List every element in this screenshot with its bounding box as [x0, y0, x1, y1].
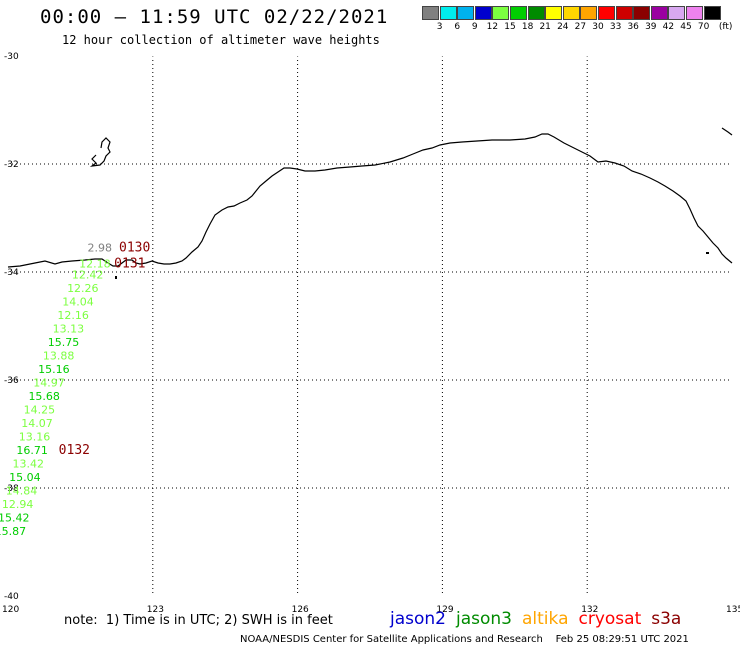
longitude-tick-label: 120	[2, 605, 19, 615]
map-subtitle: 12 hour collection of altimeter wave hei…	[62, 33, 380, 47]
satellite-label: cryosat	[578, 609, 642, 629]
wave-height-value: 14.04	[62, 295, 94, 308]
colorbar-swatch	[492, 6, 510, 20]
note-text: note: 1) Time is in UTC; 2) SWH is in fe…	[64, 613, 333, 628]
colorbar-swatch	[598, 6, 615, 20]
longitude-tick-label: 129	[436, 605, 453, 615]
colorbar-swatch	[510, 6, 527, 20]
wave-height-value: 15.87	[0, 525, 26, 538]
island-outline	[89, 137, 111, 167]
latitude-tick-label: -38	[4, 484, 19, 494]
satellite-label: jason2	[390, 609, 446, 629]
island-outline	[115, 276, 117, 279]
latitude-tick-label: -32	[4, 160, 19, 170]
colorbar-tick-label: 21	[539, 22, 551, 32]
wave-height-value: 13.88	[43, 349, 75, 362]
wave-height-value: 15.42	[0, 511, 30, 524]
colorbar-tick-label: 39	[645, 22, 657, 32]
wave-height-value: 13.42	[13, 457, 45, 470]
wave-height-value: 15.04	[9, 471, 41, 484]
colorbar-tick-label: 27	[574, 22, 587, 32]
map-frame	[7, 55, 733, 597]
island-outline	[706, 252, 709, 254]
colorbar-swatch	[545, 6, 563, 20]
satellite-legend: jason2 jason3 altika cryosat s3a	[390, 609, 691, 629]
colorbar-tick-label: 42	[662, 22, 675, 32]
coastline	[7, 127, 733, 279]
colorbar-swatch	[457, 6, 475, 20]
colorbar-tick-label: 18	[521, 22, 534, 32]
satellite-label: s3a	[651, 609, 682, 629]
colorbar-tick-label: 30	[592, 22, 604, 32]
colorbar-tick-label: 12	[486, 22, 499, 32]
map-title: 00:00 – 11:59 UTC 02/22/2021	[40, 6, 389, 28]
colorbar-tick-label: 45	[680, 22, 692, 32]
colorbar-tick-label: 36	[627, 22, 639, 32]
colorbar-tick-label: 33	[609, 22, 622, 32]
satellite-label: jason3	[456, 609, 512, 629]
colorbar-swatch	[633, 6, 651, 20]
colorbar-tick-label: 15	[504, 22, 516, 32]
wave-height-value: 14.25	[24, 403, 56, 416]
wave-height-value: 12.18	[79, 258, 111, 271]
colorbar-tick-label: 3	[436, 22, 443, 32]
observations: 2.9812.1812.4212.2614.0412.1613.1315.751…	[0, 240, 150, 538]
colorbar-tick-label: 6	[454, 22, 461, 32]
colorbar-swatch	[668, 6, 686, 20]
colorbar-swatch	[562, 6, 580, 20]
wave-height-value: 15.16	[38, 363, 70, 376]
latitude-tick-label: -34	[4, 268, 19, 278]
latitude-tick-label: -40	[4, 592, 19, 602]
longitude-tick-label: 135	[726, 605, 740, 615]
axis-ticks: -30 -32 -34 -36 -38 -40 120 123 126 129 132 135	[2, 52, 740, 615]
map-grid	[8, 56, 732, 596]
colorbar-swatch	[474, 6, 492, 20]
colorbar-swatch	[686, 6, 703, 20]
longitude-tick-label: 132	[581, 605, 598, 615]
time-label: 0131	[114, 257, 145, 272]
wave-height-value: 15.75	[48, 336, 80, 349]
wave-height-value: 12.16	[57, 309, 89, 322]
longitude-tick-label: 126	[292, 605, 309, 615]
colorbar-unit: (ft)	[718, 22, 733, 32]
footer-credit: NOAA/NESDIS Center for Satellite Applica…	[240, 634, 689, 645]
colorbar-swatch	[527, 6, 545, 20]
latitude-tick-label: -36	[4, 376, 19, 386]
wave-height-value: 14.97	[33, 376, 65, 389]
colorbar-swatch	[703, 6, 721, 20]
wave-height-value: 13.16	[19, 430, 51, 443]
colorbar-tick-label: 70	[697, 22, 710, 32]
colorbar-tick-label: 24	[557, 22, 569, 32]
wave-height-value: 2.98	[87, 241, 112, 254]
time-label: 0130	[119, 240, 150, 255]
map-border	[7, 55, 733, 597]
wave-height-value: 13.13	[53, 322, 85, 335]
wave-height-value: 12.42	[72, 268, 104, 281]
wave-height-value: 12.26	[67, 282, 99, 295]
island-outline	[721, 127, 733, 136]
wave-height-value: 12.94	[2, 498, 34, 511]
wave-height-value: 16.71	[16, 444, 48, 457]
colorbar-tick-label: 9	[471, 22, 478, 32]
latitude-tick-label: -30	[4, 52, 19, 62]
time-label: 0132	[59, 443, 90, 458]
colorbar-swatch	[422, 6, 439, 20]
mainland-coastline	[7, 133, 733, 268]
satellite-label: altika	[522, 609, 569, 629]
colorbar-swatch	[615, 6, 633, 20]
colorbar-swatch	[580, 6, 598, 20]
wave-height-value: 15.68	[28, 390, 60, 403]
longitude-tick-label: 123	[147, 605, 164, 615]
wave-height-value: 14.84	[6, 484, 38, 497]
colorbar-swatch	[439, 6, 457, 20]
colorbar-swatch	[650, 6, 668, 20]
wave-height-value: 14.07	[21, 417, 53, 430]
